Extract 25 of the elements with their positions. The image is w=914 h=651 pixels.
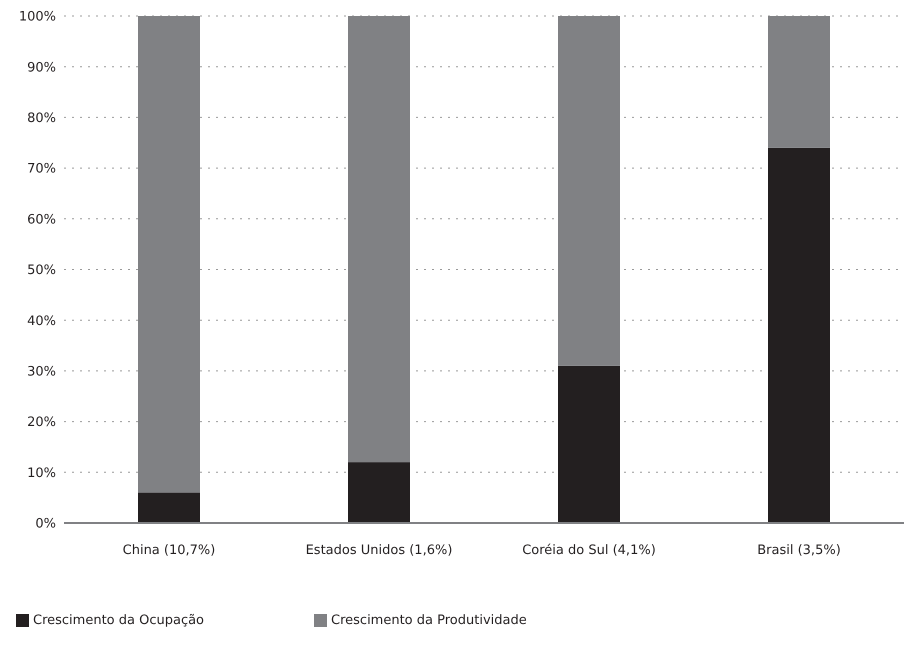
bar bbox=[558, 366, 620, 523]
bar bbox=[558, 16, 620, 366]
x-tick-label: Estados Unidos (1,6%) bbox=[306, 543, 452, 558]
x-tick-label: Coréia do Sul (4,1%) bbox=[522, 543, 656, 558]
bar bbox=[768, 16, 830, 148]
y-tick-label: 0% bbox=[35, 516, 56, 532]
legend-label: Crescimento da Produtividade bbox=[331, 613, 527, 628]
y-tick-label: 70% bbox=[27, 162, 56, 177]
x-tick-label: China (10,7%) bbox=[122, 543, 216, 558]
bar bbox=[348, 462, 410, 523]
y-tick-label: 80% bbox=[27, 111, 56, 126]
y-tick-label: 100% bbox=[18, 10, 56, 25]
legend-label: Crescimento da Ocupação bbox=[33, 613, 204, 628]
x-tick-label: Brasil (3,5%) bbox=[757, 543, 841, 558]
bar bbox=[768, 148, 830, 523]
y-tick-label: 90% bbox=[27, 60, 56, 76]
bar bbox=[348, 16, 410, 462]
y-tick-label: 40% bbox=[27, 314, 56, 329]
y-tick-label: 50% bbox=[27, 263, 56, 278]
y-tick-label: 20% bbox=[27, 415, 56, 430]
y-tick-label: 60% bbox=[27, 212, 56, 228]
bar bbox=[138, 492, 200, 523]
y-tick-label: 10% bbox=[27, 466, 56, 481]
y-tick-label: 30% bbox=[27, 364, 56, 380]
bar bbox=[138, 16, 200, 493]
